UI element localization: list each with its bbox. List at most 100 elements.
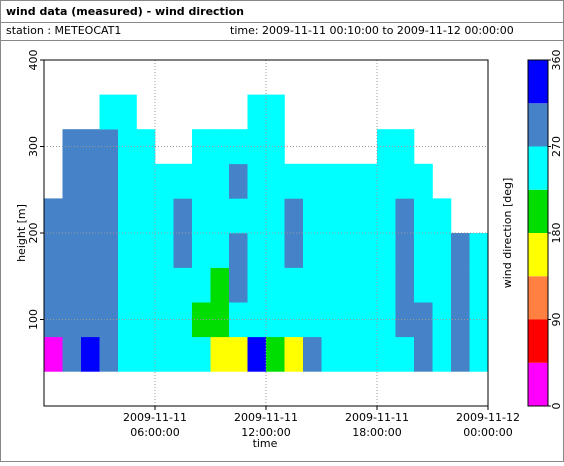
heatmap-cell: [303, 336, 322, 372]
heatmap-cell: [358, 233, 378, 268]
colorbar-band: [528, 146, 548, 190]
colorbar-tick-label: 90: [550, 313, 563, 327]
heatmap-cell: [136, 233, 156, 268]
heatmap-cell: [358, 198, 378, 234]
heatmap-cell: [395, 198, 415, 234]
heatmap-cell: [99, 198, 119, 234]
colorbar-tick-label: 270: [550, 136, 563, 157]
heatmap-cell: [321, 163, 341, 199]
y-axis-label: height [m]: [15, 204, 28, 262]
heatmap-cell: [395, 163, 415, 199]
heatmap-cell: [432, 336, 452, 372]
heatmap-cell: [303, 302, 322, 338]
heatmap-cell: [62, 336, 82, 372]
heatmap-cell: [99, 233, 119, 268]
heatmap-cell: [340, 233, 359, 268]
colorbar-band: [528, 60, 548, 104]
heatmap-cell: [99, 336, 119, 372]
heatmap-cell: [284, 198, 304, 234]
heatmap-cell: [155, 198, 174, 234]
heatmap-cell: [451, 233, 470, 268]
heatmap-cell: [136, 267, 156, 303]
heatmap-cell: [81, 302, 100, 338]
heatmap-cell: [44, 267, 63, 303]
heatmap-cell: [247, 94, 267, 130]
heatmap-cell: [321, 302, 341, 338]
y-tick-label: 200: [27, 223, 40, 244]
heatmap-cell: [395, 233, 415, 268]
heatmap-cell: [377, 336, 396, 372]
heatmap-cell: [414, 336, 433, 372]
heatmap-cell: [321, 336, 341, 372]
heatmap-cell: [210, 302, 230, 338]
heatmap-cell: [340, 163, 359, 199]
heatmap-cell: [395, 336, 415, 372]
heatmap-cell: [469, 233, 489, 268]
heatmap-cell: [136, 129, 156, 165]
heatmap-cell: [303, 233, 322, 268]
heatmap-cell: [118, 94, 137, 130]
heatmap-cell: [81, 233, 100, 268]
heatmap-cell: [210, 267, 230, 303]
heatmap-cell: [284, 267, 304, 303]
heatmap-cell: [62, 163, 82, 199]
heatmap-cell: [210, 129, 230, 165]
heatmap-cell: [303, 198, 322, 234]
heatmap-cell: [247, 336, 267, 372]
heatmap-cell: [284, 233, 304, 268]
heatmap-cell: [192, 129, 211, 165]
heatmap-cell: [155, 267, 174, 303]
heatmap-cell: [81, 198, 100, 234]
heatmap-cell: [229, 302, 248, 338]
heatmap-cell: [136, 302, 156, 338]
heatmap-cell: [136, 198, 156, 234]
colorbar-label: wind direction [deg]: [501, 178, 514, 289]
heatmap-cell: [229, 198, 248, 234]
heatmap-cell: [192, 233, 211, 268]
heatmap-cell: [99, 129, 119, 165]
heatmap-cell: [229, 129, 248, 165]
x-tick-label: 18:00:00: [352, 426, 401, 439]
colorbar-tick-label: 180: [550, 223, 563, 244]
heatmap-cell: [321, 198, 341, 234]
heatmap-cell: [136, 163, 156, 199]
heatmap-cell: [266, 267, 285, 303]
heatmap-cell: [173, 336, 193, 372]
colorbar-tick-label: 360: [550, 50, 563, 71]
heatmap-cell: [229, 233, 248, 268]
heatmap-cell: [247, 233, 267, 268]
heatmap-cell: [229, 267, 248, 303]
plot-border: [43, 59, 489, 407]
heatmap-cell: [451, 302, 470, 338]
colorbar-band: [528, 189, 548, 233]
x-tick-label: 2009-11-11: [234, 411, 298, 424]
heatmap-cell: [284, 336, 304, 372]
heatmap-cell: [321, 233, 341, 268]
heatmap-cell: [266, 94, 285, 130]
heatmap-cell: [247, 163, 267, 199]
heatmap-cell: [210, 163, 230, 199]
heatmap-cell: [432, 302, 452, 338]
heatmap-cell: [358, 267, 378, 303]
heatmap-cell: [118, 336, 137, 372]
heatmap-cell: [358, 302, 378, 338]
y-tick-label: 100: [27, 309, 40, 330]
colorbar-band: [528, 362, 548, 406]
x-tick-label: 12:00:00: [241, 426, 290, 439]
heatmap-cell: [247, 198, 267, 234]
x-tick-label: 2009-11-11: [123, 411, 187, 424]
colorbar-band: [528, 319, 548, 363]
heatmap-cell: [266, 198, 285, 234]
heatmap-cell: [118, 198, 137, 234]
y-tick-label: 400: [27, 50, 40, 71]
heatmap-cell: [321, 267, 341, 303]
heatmap-cell: [469, 336, 489, 372]
heatmap-cell: [358, 336, 378, 372]
heatmap-cell: [432, 198, 452, 234]
heatmap-cell: [247, 267, 267, 303]
heatmap-cell: [99, 94, 119, 130]
heatmap-cell: [395, 267, 415, 303]
heatmap-cell: [118, 267, 137, 303]
heatmap-cell: [414, 233, 433, 268]
heatmap-cell: [340, 302, 359, 338]
